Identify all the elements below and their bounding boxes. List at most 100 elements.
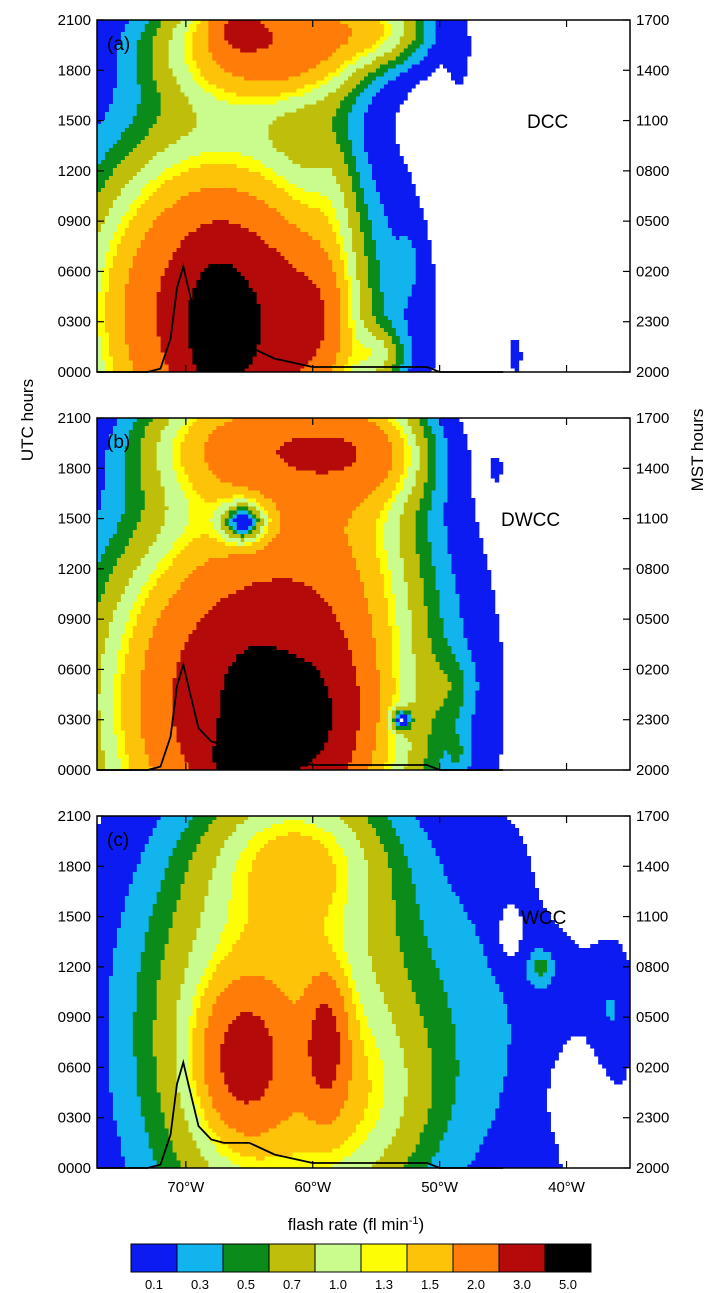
panel-a-contour-level-0.5 [97, 20, 424, 372]
colorbar-title-sup: -1 [409, 1215, 419, 1227]
panel-b-ytick-label-left: 1200 [58, 561, 91, 578]
panel-b: 0000 2000 0300 2300 0600 0200 0900 0500 1200 0800… [58, 410, 670, 779]
colorbar-level-label: 2.0 [467, 1277, 485, 1292]
colorbar-swatch [544, 1243, 592, 1273]
colorbar-title-main: flash rate (fl min [288, 1215, 409, 1234]
panel-b-contour-level-0.5 [97, 418, 464, 770]
panel-a-contour-level-2 [124, 20, 353, 372]
panel-b-ytick-label-left: 0600 [58, 661, 91, 678]
colorbar-swatch [222, 1243, 270, 1273]
panel-c-contour-level-0.3 [108, 816, 615, 1168]
colorbar-level-label: 0.7 [283, 1277, 301, 1292]
panel-b-ytick-label-left: 0300 [58, 712, 91, 729]
colorbar-level-label: 0.3 [191, 1277, 209, 1292]
panel-b-ytick-label-right: 1700 [636, 410, 669, 427]
panel-c-contour-level-3 [220, 1004, 341, 1105]
colorbar-swatch [314, 1243, 362, 1273]
panel-b-contour-level-0.3 [97, 418, 480, 770]
panel-b-frame [96, 417, 631, 771]
panel-c-ytick-label-left: 1800 [58, 858, 91, 875]
x-tick-label: 70°W [167, 1179, 205, 1196]
panel-a-ytick-label-right: 0800 [636, 163, 669, 180]
panel-c-name: WCC [521, 908, 566, 929]
panel-c-ytick-label-right: 0800 [636, 959, 669, 976]
colorbar-level-label: 1.5 [421, 1277, 439, 1292]
panel-b-contour-level-3 [172, 438, 361, 770]
panel-c-ytick-label-left: 0300 [58, 1110, 91, 1127]
panel-b-ticks: 0000 2000 0300 2300 0600 0200 0900 0500 1200 0800… [58, 410, 670, 779]
panel-a-contours [97, 20, 524, 372]
panel-b-flash-curve [97, 660, 504, 771]
panel-a-ytick-label-right: 0200 [636, 263, 669, 280]
colorbar-level-label: 1.0 [329, 1277, 347, 1292]
panel-c-ytick-label-right: 2000 [636, 1160, 669, 1177]
panel-a-ytick-label-left: 0300 [58, 314, 91, 331]
panel-c: 0000 2000 0300 2300 0600 0200 0900 0500 1200 0800… [58, 808, 670, 1177]
panel-c-contour-level-0.1 [97, 816, 630, 1168]
colorbar-swatch [406, 1243, 454, 1273]
panel-b-tag: (b) [107, 432, 130, 453]
panel-a-contour-level-1 [97, 20, 404, 372]
panel-b-ytick-label-right: 2300 [636, 712, 669, 729]
panel-a-ytick-label-left: 0600 [58, 263, 91, 280]
x-tick-label: 40°W [548, 1179, 586, 1196]
colorbar-swatch [360, 1243, 408, 1273]
panel-a-contour-level-0.3 [97, 20, 436, 372]
colorbar-level-label: 5.0 [559, 1277, 577, 1292]
panel-b-contour-level-0.7 [97, 418, 452, 770]
panel-c-ytick-label-left: 1200 [58, 959, 91, 976]
colorbar-swatch [130, 1243, 178, 1273]
colorbar: 0.1 0.3 0.5 0.7 1.0 1.3 1.5 2.0 3.0 5.0 [130, 1243, 592, 1292]
panel-b-ytick-label-right: 1400 [636, 460, 669, 477]
panel-a-frame [96, 19, 631, 373]
panel-b-ytick-label-right: 2000 [636, 762, 669, 779]
panel-b-name: DWCC [501, 510, 560, 531]
panel-a-contour-level-0.1 [97, 20, 524, 372]
y-axis-left-title: UTC hours [18, 379, 37, 461]
panel-b-contour-level-2 [140, 418, 392, 770]
panel-c-ytick-label-right: 1400 [636, 858, 669, 875]
x-tick-label: 60°W [294, 1179, 332, 1196]
panel-a-ticks: 0000 2000 0300 2300 0600 0200 0900 0500 1200 0800… [58, 12, 670, 381]
colorbar-title-end: ) [419, 1215, 425, 1234]
panel-c-contour-level-0.5 [132, 816, 547, 1168]
panel-b-contours [97, 418, 504, 770]
panel-c-flash-curve [97, 1058, 504, 1169]
panel-c-contour-level-1 [176, 816, 408, 1168]
panel-b-ytick-label-right: 0800 [636, 561, 669, 578]
y-axis-right-title: MST hours [688, 409, 707, 492]
panel-c-contour-level-1.5 [192, 832, 372, 1161]
panel-b-ytick-label-right: 0200 [636, 661, 669, 678]
panel-b-contour-level-1 [97, 418, 420, 770]
panel-c-contour-level-0.7 [152, 816, 432, 1168]
panel-a-contour-level-3 [156, 20, 325, 372]
panel-a-ytick-label-left: 1200 [58, 163, 91, 180]
panel-a-tag: (a) [107, 34, 130, 55]
panel-b-ytick-label-left: 1500 [58, 511, 91, 528]
panel-c-contour-level-2 [204, 972, 353, 1137]
panel-b-ytick-label-left: 2100 [58, 410, 91, 427]
panel-a-contour-level-0.7 [97, 20, 416, 372]
panel-a-ytick-label-left: 1800 [58, 62, 91, 79]
colorbar-swatch [498, 1243, 546, 1273]
panel-b-ytick-label-right: 0500 [636, 611, 669, 628]
colorbar-swatch [452, 1243, 500, 1273]
panel-a-ytick-label-right: 1700 [636, 12, 669, 29]
panel-a-ytick-label-left: 0900 [58, 213, 91, 230]
panel-a-ytick-label-left: 2100 [58, 12, 91, 29]
panel-a-ytick-label-left: 0000 [58, 364, 91, 381]
panel-c-contours [97, 816, 630, 1168]
panel-c-ytick-label-left: 0000 [58, 1160, 91, 1177]
panel-a-ytick-label-right: 1400 [636, 62, 669, 79]
x-axis-tick-labels: 70°W 60°W 50°W 40°W [167, 1179, 585, 1196]
panel-a-ytick-label-left: 1500 [58, 113, 91, 130]
panel-b-ytick-label-left: 1800 [58, 460, 91, 477]
panel-c-tag: (c) [107, 830, 129, 851]
panel-c-ytick-label-left: 2100 [58, 808, 91, 825]
panel-b-ytick-label-right: 1100 [636, 511, 668, 528]
panel-c-contour-level-1.3 [188, 820, 384, 1168]
panel-a: 0000 2000 0300 2300 0600 0200 0900 0500 1200 0800… [58, 12, 670, 381]
panel-c-ytick-label-left: 1500 [58, 909, 91, 926]
panel-c-ytick-label-right: 2300 [636, 1110, 669, 1127]
